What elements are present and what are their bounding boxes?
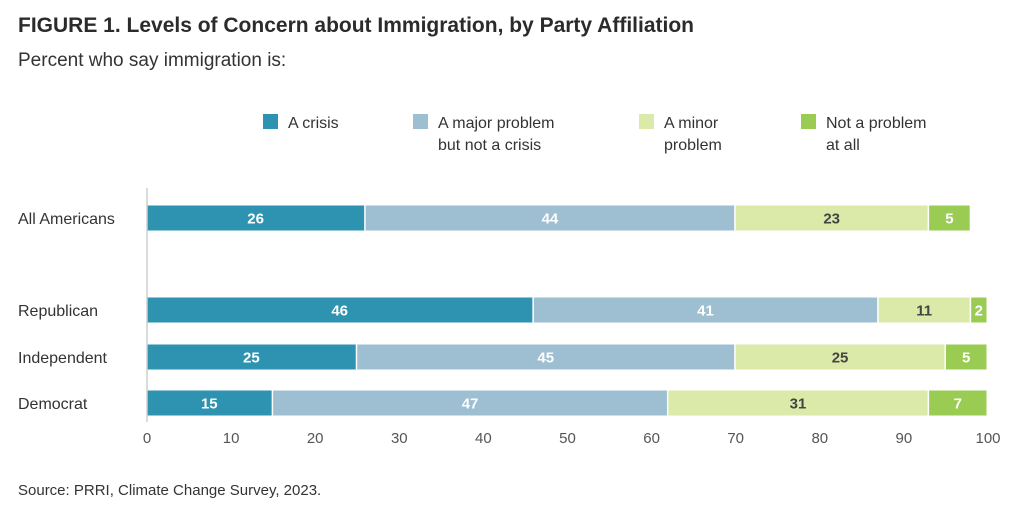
x-tick-label: 80 (811, 430, 828, 447)
legend-item-1: A crisis (263, 114, 339, 132)
data-label: 31 (790, 396, 807, 413)
data-label: 23 (823, 211, 840, 228)
legend-label: problem (664, 137, 722, 154)
category-label: Republican (18, 303, 98, 320)
x-axis-ticks: 0 10 20 30 40 50 60 70 80 90 100 (143, 430, 1001, 447)
source-note: Source: PRRI, Climate Change Survey, 202… (18, 482, 322, 499)
legend-label: but not a crisis (438, 137, 541, 154)
x-tick-label: 10 (223, 430, 240, 447)
chart-title: FIGURE 1. Levels of Concern about Immigr… (18, 14, 694, 37)
x-tick-label: 70 (727, 430, 744, 447)
bar-row: 26 44 23 5 (147, 205, 970, 231)
data-label: 25 (832, 350, 849, 367)
bar-row: 46 41 11 2 (147, 297, 987, 323)
bar-segment (878, 297, 970, 323)
data-label: 46 (331, 303, 348, 320)
data-label: 2 (975, 303, 983, 320)
bar-segment (945, 344, 987, 370)
legend-item-2: A major problem but not a crisis (413, 114, 555, 154)
legend-label: A minor (664, 115, 719, 132)
bar-row: 25 45 25 5 (147, 344, 987, 370)
bar-segment (668, 390, 928, 416)
data-label: 11 (916, 303, 932, 320)
legend-swatch (639, 114, 654, 129)
bar-segment (533, 297, 878, 323)
x-tick-label: 90 (896, 430, 913, 447)
bar-segment (147, 205, 365, 231)
bar-segment (735, 344, 945, 370)
x-tick-label: 30 (391, 430, 408, 447)
chart-subtitle: Percent who say immigration is: (18, 50, 287, 71)
bar-segment (147, 344, 356, 370)
legend-swatch (801, 114, 816, 129)
data-label: 45 (537, 350, 554, 367)
bar-segment (147, 297, 533, 323)
category-labels: All Americans Republican Independent Democr… (18, 211, 115, 413)
x-tick-label: 100 (975, 430, 1000, 447)
bar-segment (365, 205, 735, 231)
data-label: 25 (243, 350, 260, 367)
bar-segment (929, 390, 987, 416)
data-label: 47 (462, 396, 479, 413)
bar-segment (273, 390, 667, 416)
bar-segment (735, 205, 928, 231)
legend-label: A crisis (288, 115, 339, 132)
data-label: 41 (697, 303, 714, 320)
category-label: All Americans (18, 211, 115, 228)
data-label: 44 (542, 211, 559, 228)
legend-label: A major problem (438, 115, 555, 132)
x-tick-label: 50 (559, 430, 576, 447)
legend-label: Not a problem (826, 115, 927, 132)
bar-segment (357, 344, 735, 370)
data-label: 15 (201, 396, 218, 413)
data-label: 5 (945, 211, 953, 228)
data-label: 5 (962, 350, 970, 367)
data-label: 7 (954, 396, 962, 413)
legend-item-3: A minor problem (639, 114, 722, 154)
x-tick-label: 40 (475, 430, 492, 447)
legend-label: at all (826, 137, 860, 154)
bar-segment (147, 390, 272, 416)
data-label: 26 (247, 211, 264, 228)
bar-row: 15 47 31 7 (147, 390, 987, 416)
legend-item-4: Not a problem at all (801, 114, 927, 154)
category-label: Democrat (18, 396, 88, 413)
legend-swatch (263, 114, 278, 129)
bar-segment (929, 205, 970, 231)
x-tick-label: 60 (643, 430, 660, 447)
x-tick-label: 20 (307, 430, 324, 447)
bar-rows: 26 44 23 5 46 41 11 2 25 45 25 5 15 47 31 7 (147, 205, 987, 416)
x-tick-label: 0 (143, 430, 151, 447)
category-label: Independent (18, 350, 108, 367)
bar-segment (971, 297, 987, 323)
legend-swatch (413, 114, 428, 129)
